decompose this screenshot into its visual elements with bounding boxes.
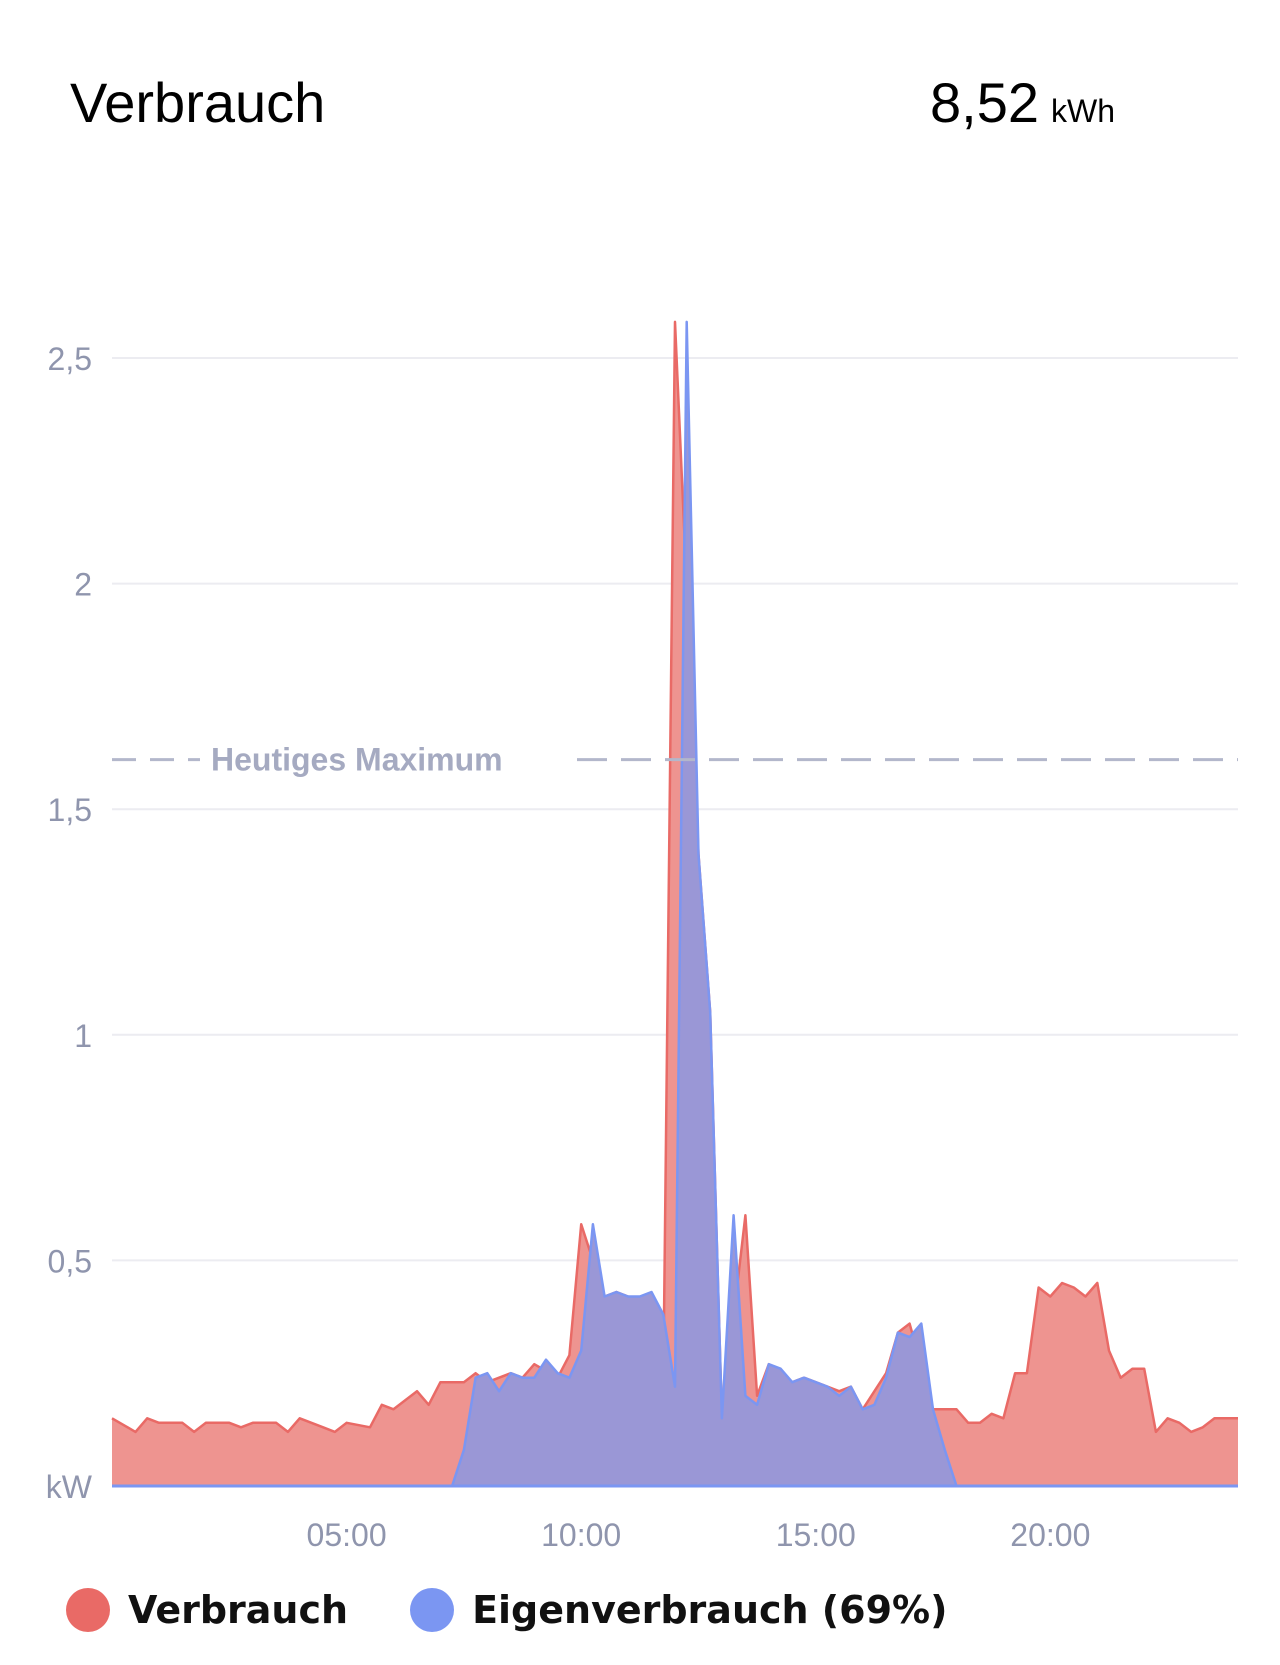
legend-dot-eigenverbrauch — [410, 1588, 455, 1632]
legend-item-verbrauch[interactable]: Verbrauch — [66, 1588, 348, 1632]
y-tick-label: 0,5 — [48, 1243, 92, 1279]
legend-item-eigenverbrauch[interactable]: Eigenverbrauch (69%) — [410, 1588, 948, 1632]
series-line-eigenverbrauch — [112, 320, 1238, 1488]
y-axis-label: kW — [46, 1469, 93, 1505]
x-tick-label: 10:00 — [541, 1517, 621, 1553]
series-area-verbrauch — [112, 321, 1238, 1486]
x-tick-label: 15:00 — [776, 1517, 856, 1553]
legend-label-verbrauch: Verbrauch — [128, 1588, 349, 1632]
consumption-area-chart: 0,5 1 1,5 2 2,5 kW Heutiges Maximum 05:00 10:00 1… — [46, 320, 1238, 1553]
card-title: Verbrauch — [70, 71, 326, 134]
x-tick-label: 20:00 — [1010, 1517, 1090, 1553]
legend-label-eigenverbrauch: Eigenverbrauch (69%) — [472, 1588, 948, 1632]
y-tick-label: 1,5 — [48, 792, 92, 828]
y-tick-label: 1 — [74, 1018, 92, 1054]
total-unit: kWh — [1051, 93, 1115, 129]
legend-dot-verbrauch — [66, 1588, 110, 1632]
x-tick-label: 05:00 — [307, 1517, 387, 1553]
y-tick-label: 2,5 — [48, 341, 92, 377]
total-value: 8,52 — [930, 71, 1039, 134]
chart-legend: Verbrauch Eigenverbrauch (69%) — [66, 1588, 1010, 1632]
total-consumption: 8,52 kWh — [930, 70, 1115, 136]
reference-line-label: Heutiges Maximum — [211, 742, 503, 778]
y-tick-label: 2 — [74, 567, 92, 603]
